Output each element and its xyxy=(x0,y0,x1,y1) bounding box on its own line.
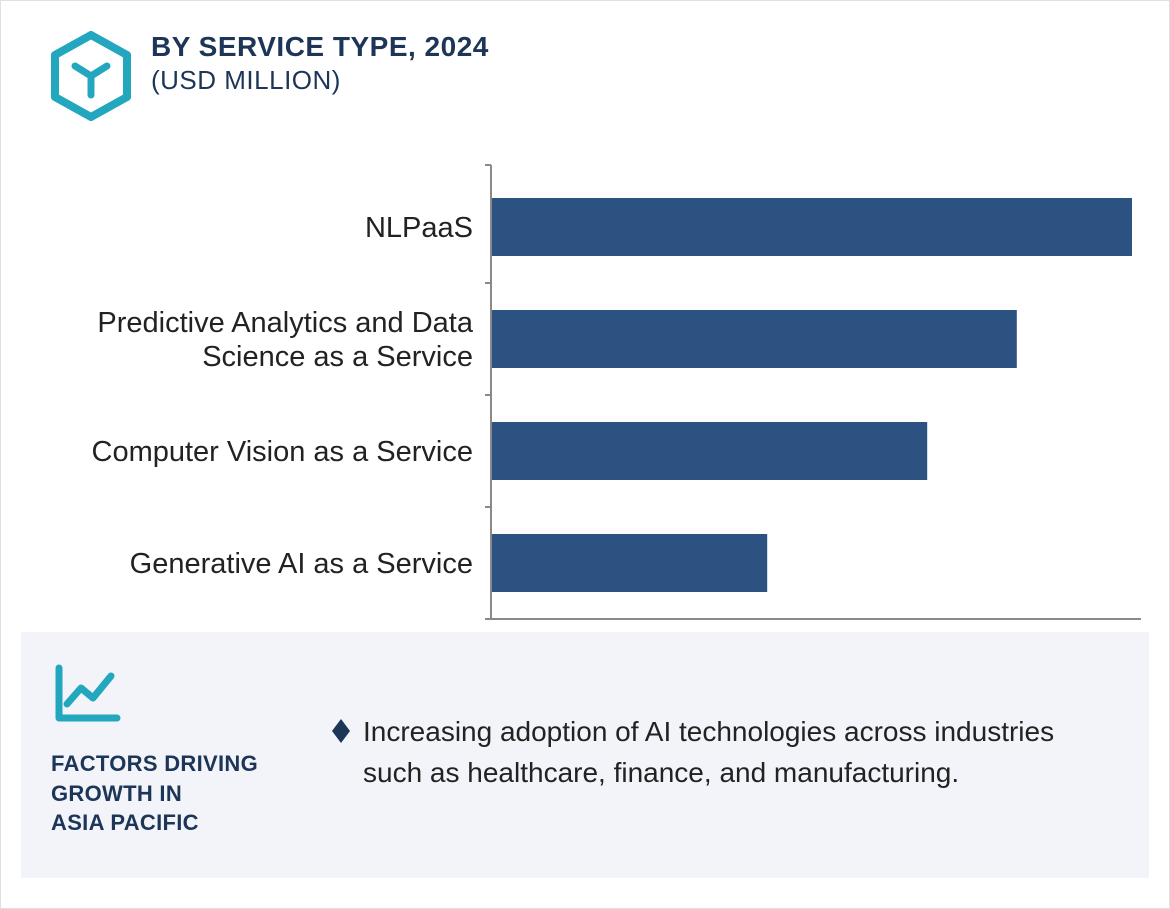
cube-hex-icon xyxy=(51,31,131,121)
panel-heading-l1: FACTORS DRIVING xyxy=(51,749,291,779)
panel-heading: FACTORS DRIVING GROWTH IN ASIA PACIFIC xyxy=(51,749,291,838)
bar-label: Predictive Analytics and Data xyxy=(97,307,473,339)
growth-factors-panel: FACTORS DRIVING GROWTH IN ASIA PACIFIC I… xyxy=(21,632,1149,878)
panel-heading-l2: GROWTH IN xyxy=(51,779,291,809)
bar-label: NLPaaS xyxy=(365,212,473,244)
panel-heading-l3: ASIA PACIFIC xyxy=(51,808,291,838)
bar-label: Science as a Service xyxy=(202,341,473,373)
infographic-container: BY SERVICE TYPE, 2024 (USD MILLION) NLPa… xyxy=(0,0,1170,909)
bar-label: Generative AI as a Service xyxy=(130,548,473,580)
bar xyxy=(492,198,1132,256)
diamond-bullet-icon xyxy=(331,718,351,744)
bar-chart: NLPaaS Predictive Analytics and DataScien… xyxy=(1,151,1169,621)
bar xyxy=(492,310,1017,368)
bar xyxy=(492,534,767,592)
linechart-icon xyxy=(51,662,123,726)
header-subtitle: (USD MILLION) xyxy=(151,65,489,96)
bar-label: Computer Vision as a Service xyxy=(92,436,473,468)
bar xyxy=(492,422,927,480)
chart-svg: NLPaaS Predictive Analytics and DataScien… xyxy=(1,151,1170,621)
header: BY SERVICE TYPE, 2024 (USD MILLION) xyxy=(1,1,1169,121)
panel-right: Increasing adoption of AI technologies a… xyxy=(331,662,1119,793)
header-text: BY SERVICE TYPE, 2024 (USD MILLION) xyxy=(151,31,489,96)
panel-left: FACTORS DRIVING GROWTH IN ASIA PACIFIC xyxy=(51,662,291,838)
bullet-text: Increasing adoption of AI technologies a… xyxy=(363,712,1119,793)
header-title: BY SERVICE TYPE, 2024 xyxy=(151,31,489,63)
